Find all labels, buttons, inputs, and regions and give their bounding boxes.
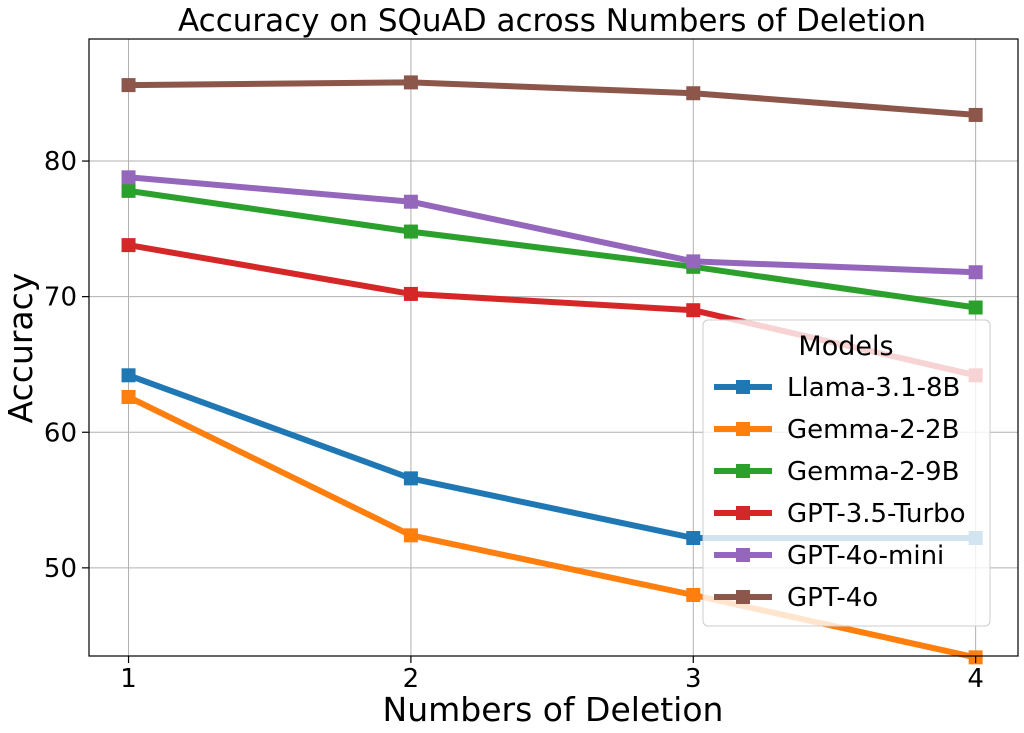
data-point-gpt-4o-mini (121, 170, 136, 185)
chart-title: Accuracy on SQuAD across Numbers of Dele… (178, 3, 926, 39)
data-point-gpt-3-5-turbo (686, 303, 701, 318)
legend-label: GPT-4o (787, 583, 878, 613)
legend-swatch-marker (736, 590, 750, 604)
series-gpt-4o (121, 75, 983, 122)
legend-swatch-marker (736, 506, 750, 520)
legend-title: Models (798, 331, 893, 362)
data-point-gpt-3-5-turbo (403, 286, 418, 301)
legend-item-gemma-2-2b: Gemma-2-2B (714, 415, 959, 445)
data-point-llama-3-1-8b (686, 531, 701, 546)
data-point-gpt-4o-mini (686, 254, 701, 269)
legend-item-gpt-3-5-turbo: GPT-3.5-Turbo (714, 499, 966, 529)
x-tick-label: 3 (685, 664, 702, 694)
data-point-llama-3-1-8b (121, 368, 136, 383)
data-point-gemma-2-9b (403, 224, 418, 239)
y-axis-label: Accuracy (1, 273, 40, 424)
x-tick-label: 2 (403, 664, 420, 694)
legend-swatch-marker (736, 380, 750, 394)
series-line-gemma-2-9b (128, 187, 977, 311)
legend: Models Llama-3.1-8B Gemma-2-2B Gemma-2-9B G… (702, 319, 991, 627)
legend-label: Gemma-2-9B (787, 457, 959, 487)
data-point-gpt-4o (968, 107, 983, 122)
legend-item-gemma-2-9b: Gemma-2-9B (714, 457, 959, 487)
series-line-gpt-4o (128, 79, 976, 118)
data-point-gemma-2-2b (121, 389, 136, 404)
data-point-gpt-3-5-turbo (121, 238, 136, 253)
legend-swatch-marker (736, 548, 750, 562)
data-point-gemma-2-2b (686, 587, 701, 602)
data-point-gpt-4o-mini (968, 265, 983, 280)
plot-frame (88, 38, 1019, 657)
x-tick-label: 4 (967, 664, 984, 694)
x-tick-label: 1 (120, 664, 137, 694)
data-point-gemma-2-2b (403, 528, 418, 543)
legend-swatch-marker (736, 422, 750, 436)
legend-swatch-marker (736, 464, 750, 478)
y-ticks: 50 60 70 80 (44, 147, 89, 584)
data-point-gpt-4o (686, 86, 701, 101)
y-tick-label: 70 (44, 283, 77, 313)
series-gemma-2-9b (121, 183, 983, 315)
series-gpt-4o-mini (121, 170, 983, 280)
series-line-gpt-4o-mini (128, 174, 976, 276)
x-ticks: 1 2 3 4 (120, 656, 984, 694)
legend-item-gpt-4o: GPT-4o (714, 583, 878, 613)
legend-label: GPT-3.5-Turbo (787, 499, 966, 529)
y-tick-label: 80 (44, 147, 77, 177)
y-tick-label: 50 (44, 554, 77, 584)
legend-box (702, 319, 991, 627)
data-point-gpt-4o (121, 78, 136, 93)
data-point-gpt-4o-mini (403, 194, 418, 209)
data-point-gpt-4o (403, 75, 418, 90)
legend-label: Gemma-2-2B (787, 415, 959, 445)
legend-label: GPT-4o-mini (787, 541, 944, 571)
data-point-gemma-2-9b (968, 300, 983, 315)
legend-item-llama-3-1-8b: Llama-3.1-8B (714, 373, 960, 403)
y-tick-label: 60 (44, 418, 77, 448)
legend-item-gpt-4o-mini: GPT-4o-mini (714, 541, 944, 571)
data-point-gemma-2-9b (121, 183, 136, 198)
legend-label: Llama-3.1-8B (787, 373, 960, 403)
x-axis-label: Numbers of Deletion (383, 690, 724, 728)
data-point-llama-3-1-8b (403, 471, 418, 486)
